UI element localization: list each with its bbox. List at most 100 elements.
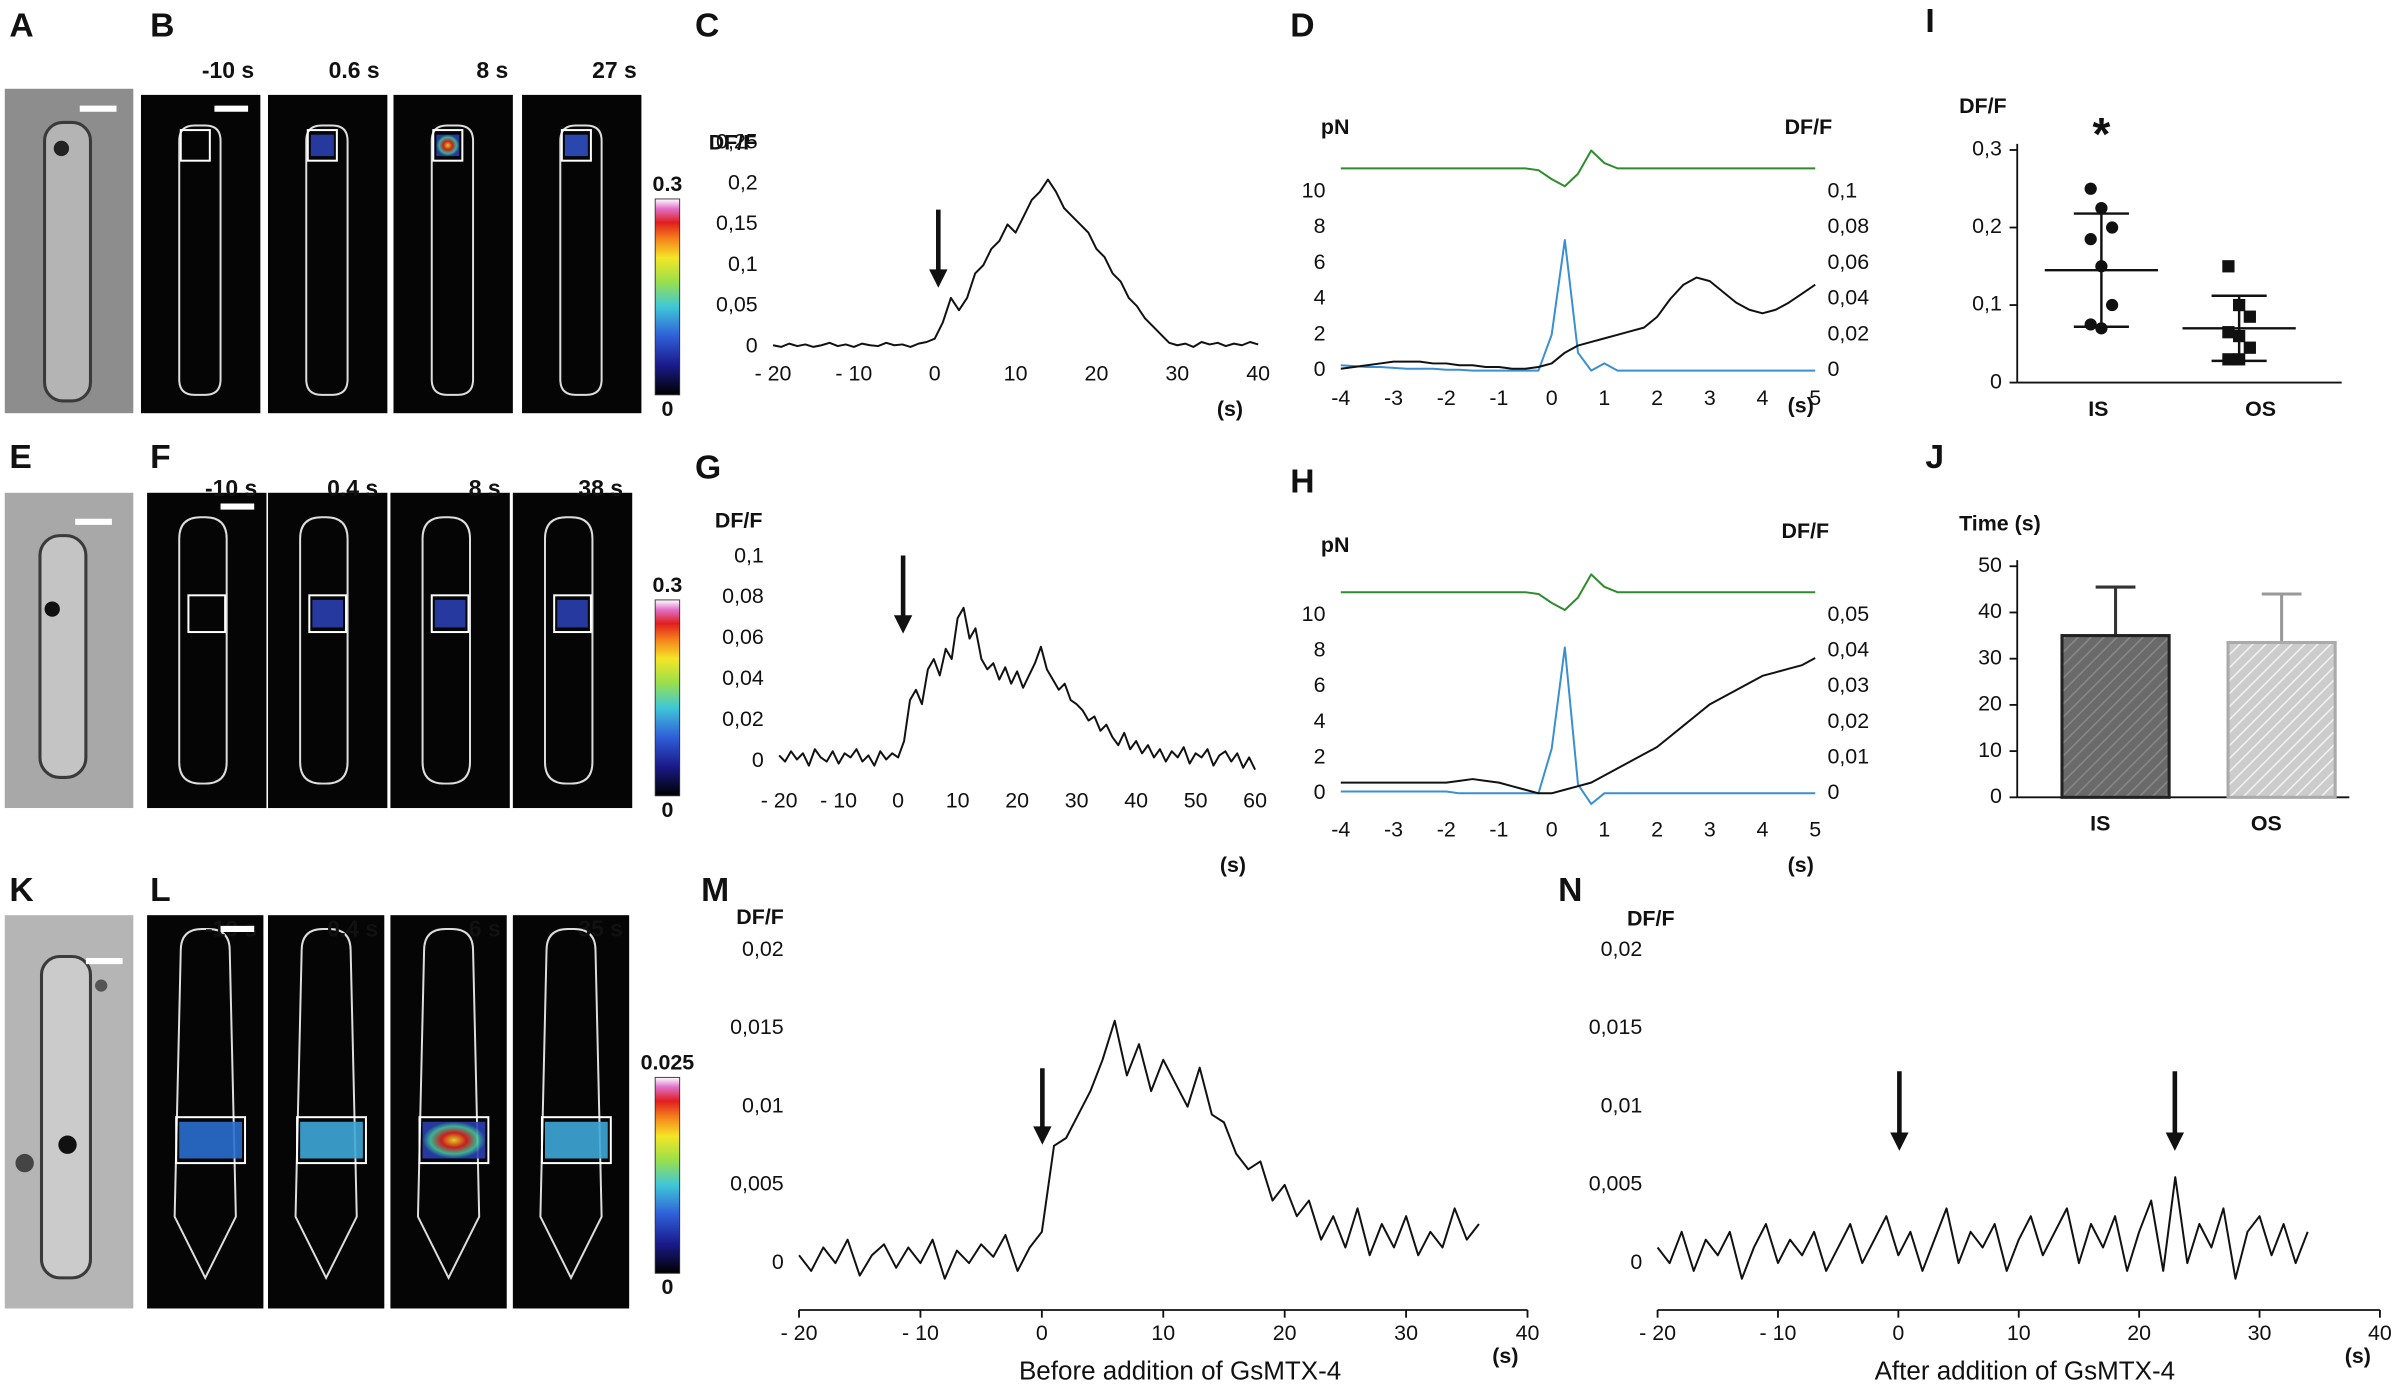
x-tick-label: -4	[1331, 818, 1350, 842]
x-tick-label: 30	[1394, 1321, 1418, 1345]
image-frame	[140, 94, 261, 414]
x-tick-label: 40	[2368, 1321, 2392, 1345]
y-tick-label: 8	[1314, 214, 1326, 238]
line-series	[1656, 1176, 2309, 1280]
y-axis-label: DF/F	[715, 509, 763, 533]
signal	[310, 134, 334, 157]
image-frame	[512, 492, 633, 809]
x-tick-label: 50	[1184, 789, 1208, 813]
y-tick-label: 0	[1314, 780, 1326, 804]
image-frames: -10 s 0.6 s 8 s 27 s 0.3 0 -10 s 0.4 s 8 s 38 s 0.…	[140, 57, 695, 1309]
y2-tick-label: 0,01	[1827, 744, 1869, 768]
x-axis-label: (s)	[1492, 1344, 1518, 1368]
y-tick-label: 0,05	[716, 293, 758, 317]
data-point	[2105, 221, 2119, 234]
y2-tick-label: 0,04	[1827, 638, 1869, 662]
y-axis-label: pN	[1321, 115, 1350, 139]
bar	[2060, 634, 2171, 799]
time-label: -10 s	[205, 475, 257, 501]
roi	[560, 129, 592, 162]
y-tick-label: 8	[1314, 638, 1326, 662]
cell-outline	[178, 124, 222, 396]
colorbar-max: 0.025	[641, 1050, 695, 1074]
y-tick-label: 0,005	[1589, 1172, 1643, 1196]
x-tick-label: 2	[1651, 818, 1663, 842]
y-tick-label: 0	[772, 1250, 784, 1274]
y2-tick-label: 0,02	[1827, 709, 1869, 733]
x-tick-label: -2	[1437, 818, 1456, 842]
x-axis-label: (s)	[2345, 1344, 2371, 1368]
y-tick-label: 0,1	[734, 543, 764, 567]
image-frame	[390, 492, 510, 809]
roi	[540, 1116, 612, 1165]
panel-letter: E	[9, 439, 31, 476]
y2-tick-label: 0	[1827, 357, 1839, 381]
data-point	[2095, 202, 2108, 215]
roi	[306, 129, 338, 162]
bar	[2226, 640, 2337, 799]
photo-e	[4, 492, 134, 809]
data-point	[2084, 318, 2097, 331]
x-tick-label: 10	[2007, 1321, 2031, 1345]
y-tick-label: 0,02	[742, 937, 784, 961]
roi	[187, 594, 227, 634]
line-series	[1340, 646, 1816, 805]
x-tick-label: 10	[946, 789, 970, 813]
line-series	[1340, 238, 1816, 372]
x-tick-label: 30	[2248, 1321, 2272, 1345]
chart: 0 0,005 0,01 0,015 0,02 - 20 - 10 0 10 20 30 40 DF/F…	[730, 905, 1539, 1385]
image-frame	[147, 492, 267, 809]
x-tick-label: 4	[1757, 386, 1769, 410]
panel-letter: J	[1925, 439, 1944, 476]
line-series	[772, 178, 1259, 348]
time-label: 8 s	[476, 57, 508, 83]
y-tick-label: 0	[746, 334, 758, 358]
time-label: 38 s	[578, 475, 623, 501]
y-tick-label: 10	[1302, 178, 1326, 202]
line-series	[1340, 657, 1816, 795]
y-tick-label: 2	[1314, 321, 1326, 345]
y-tick-label: 0,005	[730, 1172, 784, 1196]
y-tick-label: 0	[1314, 357, 1326, 381]
signal	[557, 599, 588, 628]
x-tick-label: IS	[2090, 812, 2110, 836]
x-tick-label: 10	[1151, 1321, 1175, 1345]
panel-letter: A	[9, 7, 33, 44]
y-tick-label: 6	[1314, 673, 1326, 697]
cell-outline	[421, 516, 472, 785]
data-point	[2222, 260, 2235, 273]
colorbar	[654, 1076, 681, 1274]
cell-outline	[178, 516, 228, 785]
roi	[308, 594, 348, 634]
photo-k	[4, 915, 134, 1309]
cell-outline	[294, 927, 358, 1281]
cell-outline	[543, 516, 594, 785]
error-bar	[2073, 212, 2129, 328]
chart: 0 2 4 6 8 10 0 0,01 0,02 0,03 0,04 0,05 -4 -3 -2 -1 0 1 2 3…	[1302, 519, 1870, 877]
y2-tick-label: 0	[1827, 780, 1839, 804]
y-tick-label: 0	[1990, 784, 2002, 808]
time-label: 6 s	[469, 916, 501, 942]
x-tick-label: 20	[2127, 1321, 2151, 1345]
y-axis-label: DF/F	[709, 131, 757, 155]
panel-letter: K	[9, 872, 33, 909]
y2-axis-label: DF/F	[1782, 519, 1830, 543]
time-label: 0.4 s	[327, 916, 378, 942]
panel-letter: M	[701, 872, 729, 909]
cell-outline	[559, 124, 603, 396]
image-frame	[147, 915, 264, 1309]
x-tick-label: 4	[1757, 818, 1769, 842]
y-tick-label: 4	[1314, 709, 1326, 733]
chart: 0 10 20 30 40 50 Time (s) IS OS	[1959, 512, 2350, 836]
y-axis-label: DF/F	[1959, 94, 2007, 118]
x-tick-label: 40	[1124, 789, 1148, 813]
x-tick-label: -1	[1489, 818, 1508, 842]
panel-letter: C	[695, 7, 719, 44]
x-tick-label: - 10	[820, 789, 857, 813]
cell-outline	[305, 124, 349, 396]
annotation: *	[2092, 108, 2110, 160]
x-tick-label: IS	[2088, 397, 2108, 421]
x-tick-label: 1	[1598, 818, 1610, 842]
x-tick-label: 20	[1085, 362, 1109, 386]
